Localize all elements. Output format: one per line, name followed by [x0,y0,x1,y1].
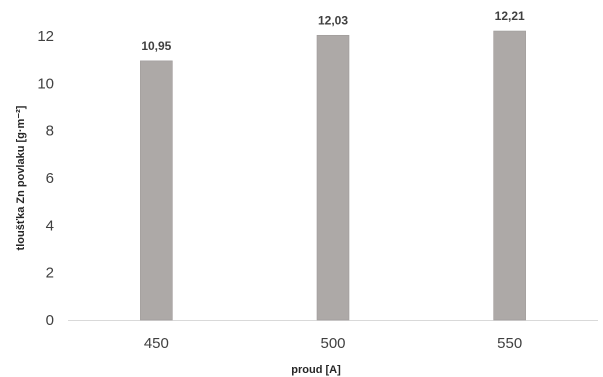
bar [316,34,350,321]
bar [140,60,173,321]
x-tick-label: 500 [320,335,345,352]
data-label: 10,95 [141,39,171,53]
y-tick-label: 6 [46,170,54,187]
x-axis-title: proud [A] [291,364,341,376]
y-tick-label: 10 [37,75,54,92]
y-axis-title: tloušťka Zn povlaku [g·m⁻²] [15,105,27,250]
x-axis-ticks: 450 500 550 [144,335,522,352]
y-tick-label: 8 [46,123,54,140]
bar [493,30,526,321]
y-tick-label: 2 [46,265,54,282]
y-tick-label: 12 [37,28,54,45]
data-label: 12,03 [318,13,348,27]
bars: 10,95 12,03 12,21 [140,9,526,321]
y-tick-label: 0 [46,312,54,329]
y-axis-ticks: 0 2 4 6 8 10 12 [37,28,54,329]
data-label: 12,21 [495,9,525,23]
x-tick-label: 550 [497,335,522,352]
x-tick-label: 450 [144,335,169,352]
y-tick-label: 4 [46,217,54,234]
